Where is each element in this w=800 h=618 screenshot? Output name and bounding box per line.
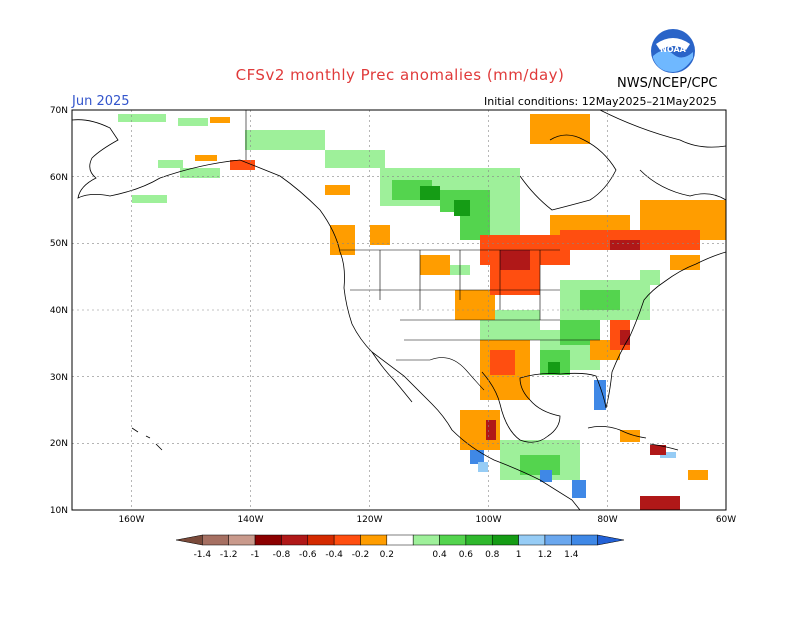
legend-label: -1.4 [194, 550, 212, 560]
graticule [72, 110, 726, 510]
legend-swatch [544, 534, 572, 546]
legend-label: 0.6 [459, 550, 474, 560]
lat-label: 60N [50, 173, 68, 183]
lat-label: 20N [50, 439, 68, 449]
lon-label: 160W [118, 515, 144, 525]
political-borders [245, 110, 600, 391]
initial-conditions: Initial conditions: 12May2025–21May2025 [484, 95, 717, 108]
legend-label: -1 [251, 550, 260, 560]
color-legend: -1.4 -1.2 -1 -0.8 -0.6 -0.4 -0.2 0.2 0.4 0.6 0.8 1 1… [175, 534, 625, 560]
legend-swatch [175, 534, 203, 546]
legend-label: -0.8 [273, 550, 291, 560]
coastlines [72, 110, 726, 510]
legend-label: -0.2 [352, 550, 370, 560]
lat-label: 50N [50, 239, 68, 249]
legend-label: 0.4 [432, 550, 447, 560]
legend-label: -0.6 [299, 550, 317, 560]
legend-swatch [412, 534, 440, 546]
legend-swatch [228, 534, 256, 546]
legend-swatch [281, 534, 309, 546]
legend-swatch [386, 534, 414, 546]
noaa-logo: NOAA [651, 29, 695, 73]
legend-swatch [360, 534, 388, 546]
lat-label: 70N [50, 106, 68, 116]
noaa-logo-text: NOAA [660, 45, 686, 54]
agency-label: NWS/NCEP/CPC [617, 76, 718, 91]
legend-swatch [254, 534, 282, 546]
legend-label: -0.4 [325, 550, 343, 560]
legend-swatch [491, 534, 519, 546]
lat-label: 30N [50, 373, 68, 383]
legend-label: 1 [516, 550, 522, 560]
lon-label: 80W [597, 515, 617, 525]
legend-label: 1.4 [564, 550, 579, 560]
legend-swatch [333, 534, 361, 546]
legend-swatch [465, 534, 493, 546]
legend-swatch [571, 534, 598, 546]
legend-swatch [597, 534, 625, 546]
lon-label: 140W [237, 515, 263, 525]
lon-label: 100W [475, 515, 501, 525]
lon-label: 60W [716, 515, 736, 525]
legend-label: 1.2 [538, 550, 552, 560]
legend-label: -1.2 [220, 550, 238, 560]
map-title: CFSv2 monthly Prec anomalies (mm/day) [235, 66, 565, 84]
lat-label: 10N [50, 506, 68, 516]
legend-swatch [439, 534, 467, 546]
legend-swatch [202, 534, 229, 546]
legend-label: 0.2 [380, 550, 394, 560]
axis-labels: 70N 60N 50N 40N 30N 20N 10N 160W 140W 12… [50, 106, 736, 525]
legend-label: 0.8 [485, 550, 500, 560]
legend-swatch [518, 534, 546, 546]
forecast-month: Jun 2025 [72, 94, 130, 109]
map-frame [71, 109, 727, 511]
lon-label: 120W [356, 515, 382, 525]
lat-label: 40N [50, 306, 68, 316]
legend-swatch [307, 534, 335, 546]
